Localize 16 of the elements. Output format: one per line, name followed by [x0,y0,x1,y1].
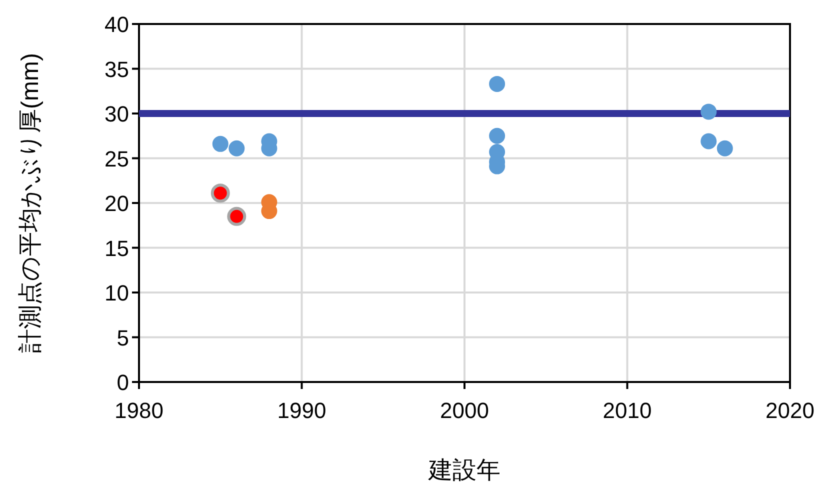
y-tick-label: 5 [116,325,129,350]
x-tick-label: 1990 [277,398,326,423]
x-tick-label: 1980 [114,398,164,423]
y-tick-label: 30 [104,102,129,126]
x-tick-label: 2010 [602,398,652,423]
x-tick-label: 2020 [766,398,814,423]
y-tick-label: 35 [104,56,129,82]
y-tick-label: 15 [104,236,129,261]
y-tick-label: 25 [104,146,129,172]
y-axis-title: 計測点の平均かぶり厚(mm) [17,53,44,353]
y-tick-label: 40 [104,12,129,37]
y-tick-label: 20 [104,191,129,216]
y-tick-label: 10 [104,280,129,306]
x-axis-title: 建設年 [428,457,500,484]
x-tick-label: 2000 [440,398,489,423]
y-tick-label: 0 [116,370,129,395]
